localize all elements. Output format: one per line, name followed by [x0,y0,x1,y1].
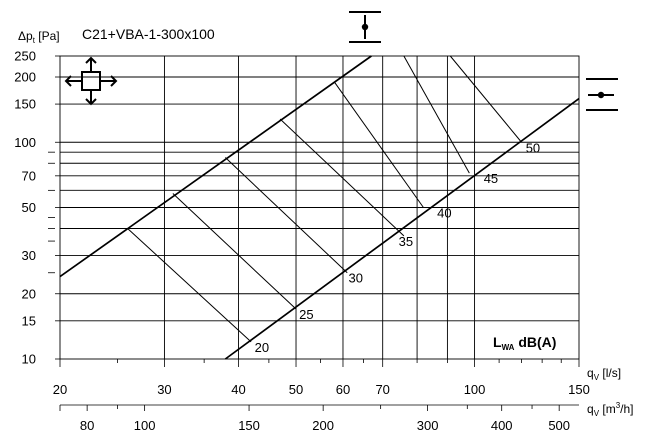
upper-limit-line [59,55,372,278]
x-tick-label-ls: 70 [375,382,389,397]
sound-level-line-35 [279,118,405,237]
x-tick-label-m3h: 500 [548,418,570,433]
sound-level-label: 40 [437,206,451,221]
sound-level-label: 45 [484,171,498,186]
x-tick-label-m3h: 300 [417,418,439,433]
y-tick-label: 150 [14,97,36,112]
sound-level-line-20 [127,228,252,343]
sound-level-line-40 [333,81,424,208]
damper-closed-icon [349,11,381,43]
x-axis-label-m3h: qV [m3/h] [587,401,634,418]
sound-level-label: 25 [299,307,313,322]
y-tick-label: 70 [22,168,36,183]
x-tick-label-m3h: 150 [238,418,260,433]
y-tick-label: 50 [22,200,36,215]
x-tick-label-ls: 20 [53,382,67,397]
sound-level-line-45 [403,55,470,174]
y-axis-label: Δpt [Pa] [18,29,60,45]
sound-level-label: 20 [255,340,269,355]
x-tick-label-m3h: 80 [80,418,94,433]
x-tick-label-ls: 150 [568,382,590,397]
y-tick-label: 10 [22,352,36,367]
legend-label: LWA dB(A) [493,334,556,352]
chart-title: C21+VBA-1-300x100 [82,26,215,42]
sound-level-line-25 [172,193,297,310]
x-tick-label-ls: 40 [231,382,245,397]
x-tick-label-m3h: 100 [134,418,156,433]
sound-level-label: 35 [399,234,413,249]
y-tick-label: 20 [22,286,36,301]
x-tick-label-m3h: 200 [312,418,334,433]
y-tick-label: 200 [14,70,36,85]
sound-level-label: 30 [348,271,362,286]
x-tick-label-ls: 50 [289,382,303,397]
y-tick-label: 30 [22,248,36,263]
sound-level-label: 50 [526,140,540,155]
x-axis-label-ls: qV [l/s] [587,366,621,382]
lower-limit-line [224,97,580,360]
x-tick-label-ls: 100 [464,382,486,397]
x-tick-label-ls: 30 [157,382,171,397]
damper-open-icon [586,78,618,111]
y-tick-label: 15 [22,313,36,328]
x-tick-label-m3h: 400 [491,418,513,433]
y-tick-label: 250 [14,49,36,64]
sound-level-line-30 [224,157,348,274]
y-tick-label: 100 [14,135,36,150]
x-tick-label-ls: 60 [336,382,350,397]
sound-level-line-50 [449,55,522,143]
airflow-direction-icon [64,56,118,106]
